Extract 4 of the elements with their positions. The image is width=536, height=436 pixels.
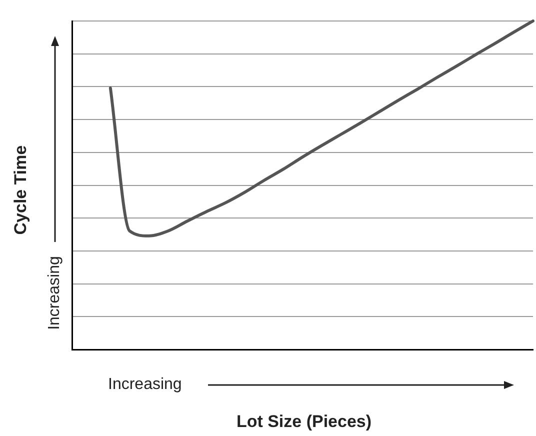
x-axis-title: Lot Size (Pieces) [235,412,373,432]
text: Increasing [46,256,64,330]
text: Increasing [108,376,182,394]
y-axis-title: Cycle Time [11,145,31,235]
